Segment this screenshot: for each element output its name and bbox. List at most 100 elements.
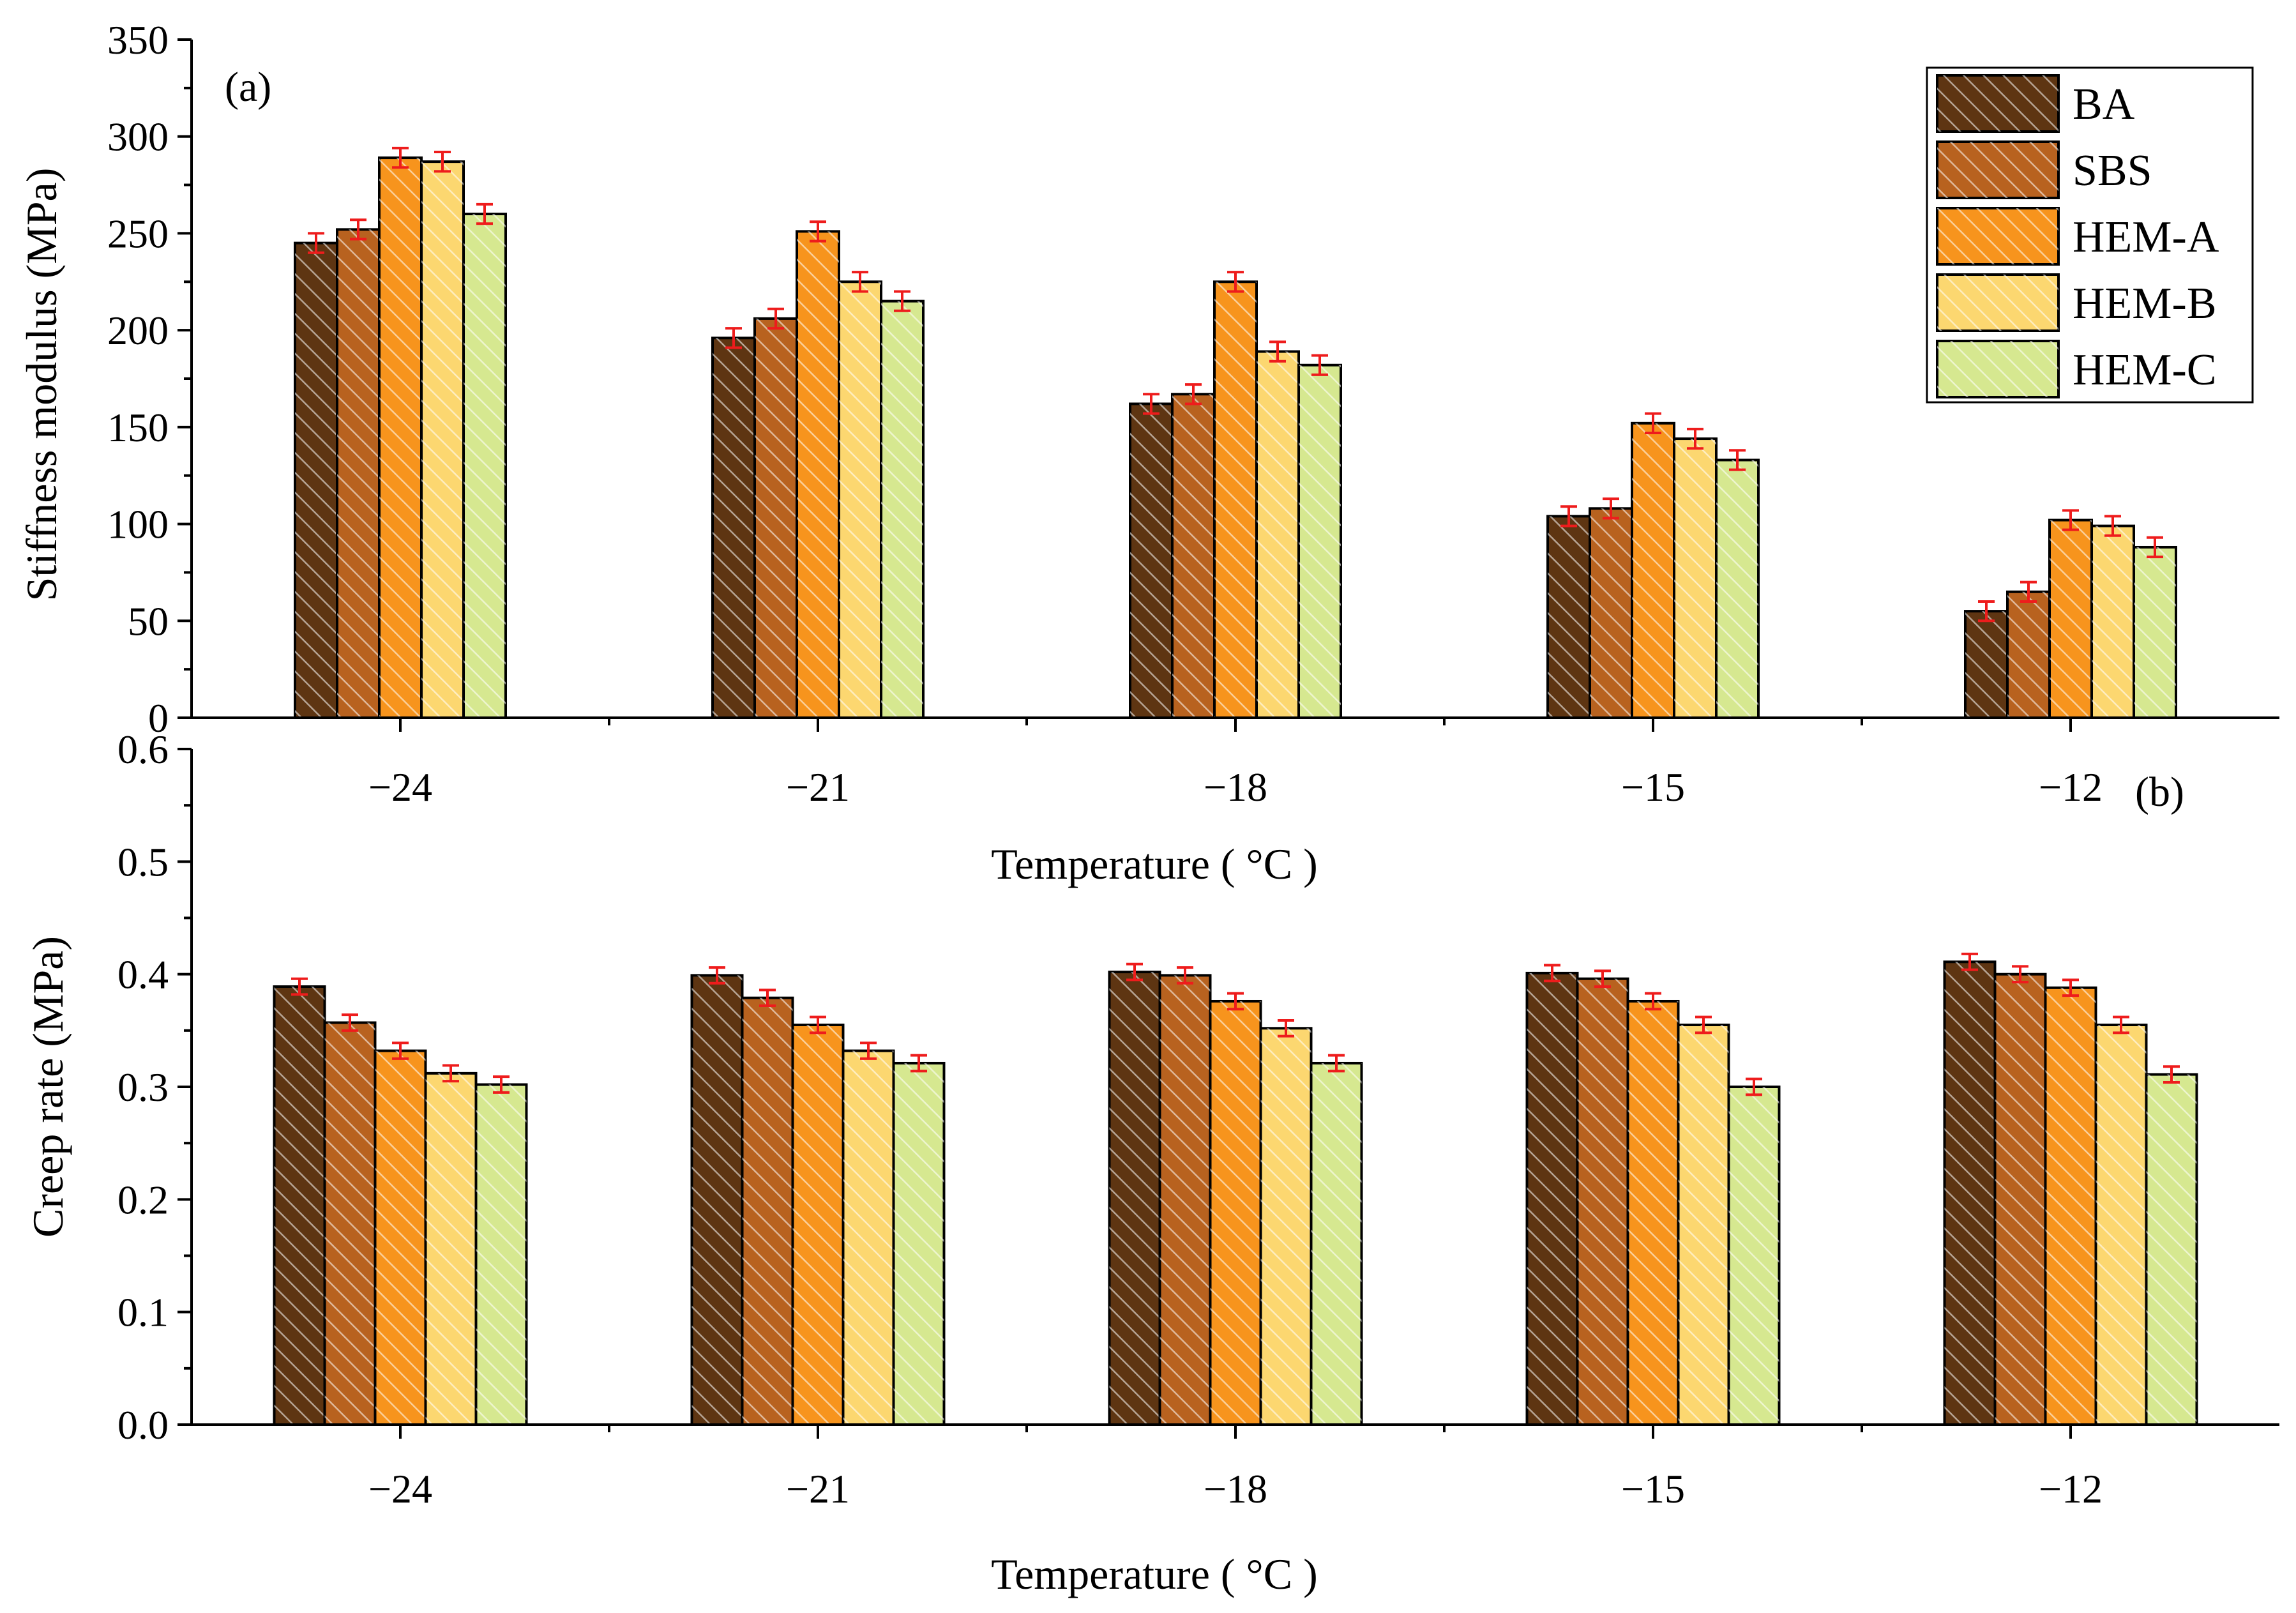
- y-tick-label: 100: [107, 502, 169, 547]
- errorbar-HEM-A-4: [2062, 978, 2079, 997]
- panel-a-bars: [294, 156, 2177, 720]
- bar-hatch: [1527, 973, 1578, 1425]
- legend-swatch-hatch: [1937, 142, 2058, 198]
- panel-b-x-axis-title: Temperature ( °C ): [991, 1550, 1317, 1598]
- bar-hatch: [1159, 975, 1211, 1425]
- errorbar-HEM-B-1: [860, 1041, 877, 1060]
- bar-HEM-C-0: [474, 1083, 528, 1427]
- bar-hatch: [1590, 508, 1632, 718]
- x-tick-label: −12: [2039, 764, 2103, 810]
- bar-SBS-4: [1993, 973, 2047, 1426]
- bar-HEM-A-0: [374, 1049, 427, 1427]
- legend-item-HEM-C: HEM-C: [1936, 340, 2217, 398]
- bar-hatch: [337, 229, 379, 718]
- bar-BA-3: [1525, 971, 1579, 1426]
- legend-label: HEM-B: [2073, 279, 2217, 328]
- errorbar-HEM-C-3: [1746, 1077, 1762, 1096]
- errorbar-HEM-C-1: [910, 1054, 927, 1073]
- bar-HEM-B-2: [1259, 1027, 1313, 1426]
- y-tick-label: 0.5: [117, 839, 169, 884]
- bar-hatch: [1632, 423, 1674, 718]
- panel-b-label: (b): [2135, 769, 2184, 815]
- y-tick-label: 200: [107, 308, 169, 353]
- bar-HEM-B-0: [424, 1072, 478, 1426]
- bar-BA-2: [1108, 971, 1161, 1426]
- bar-hatch: [2045, 987, 2096, 1425]
- bar-HEM-B-3: [1677, 1024, 1730, 1427]
- bar-HEM-A-3: [1626, 999, 1680, 1426]
- errorbar-HEM-B-4: [2104, 515, 2121, 537]
- errorbar-BA-4: [1978, 600, 1995, 623]
- panel-a-yticks: 0 50 100 150 200 250 300 350: [107, 17, 192, 741]
- bar-SBS-3: [1589, 507, 1633, 719]
- errorbar-HEM-A-1: [810, 220, 826, 243]
- errorbar-BA-3: [1560, 505, 1577, 527]
- bar-hatch: [839, 282, 881, 718]
- bar-HEM-C-3: [1727, 1086, 1781, 1426]
- bar-HEM-C-4: [2145, 1073, 2198, 1427]
- legend-swatch-hatch: [1937, 275, 2058, 331]
- bar-SBS-0: [323, 1021, 377, 1426]
- x-tick-label: −24: [368, 1466, 432, 1511]
- legend-item-BA: BA: [1936, 74, 2135, 133]
- errorbar-BA-0: [291, 977, 308, 996]
- y-tick-label: 250: [107, 211, 169, 256]
- y-tick-label: 350: [107, 17, 169, 63]
- panel-b-xticks: −24 −21 −18 −15 −12: [368, 1425, 2103, 1511]
- bar-HEM-B-0: [420, 160, 465, 720]
- bar-HEM-A-2: [1209, 999, 1262, 1426]
- bar-SBS-3: [1576, 977, 1629, 1426]
- bar-hatch: [2007, 591, 2050, 718]
- panel-a: 0 50 100 150 200 250 300 350 −24 −21 −18 −15 −12 (a…: [17, 17, 2279, 888]
- errorbar-HEM-A-1: [810, 1015, 826, 1034]
- bar-HEM-C-1: [892, 1061, 946, 1426]
- errorbar-BA-0: [308, 232, 324, 254]
- bar-HEM-C-3: [1715, 458, 1760, 719]
- bar-HEM-B-4: [2094, 1024, 2148, 1427]
- bar-hatch: [375, 1050, 426, 1425]
- bar-BA-2: [1129, 402, 1174, 720]
- bar-hatch: [1548, 516, 1590, 718]
- bar-hatch: [274, 987, 325, 1425]
- errorbar-HEM-C-2: [1328, 1054, 1345, 1073]
- errorbar-SBS-4: [2020, 580, 2037, 603]
- bar-hatch: [1628, 1001, 1679, 1425]
- errorbar-SBS-0: [350, 218, 366, 241]
- panel-b-errorbars: [291, 952, 2180, 1096]
- x-tick-label: −18: [1204, 1466, 1267, 1511]
- errorbar-SBS-1: [767, 307, 784, 330]
- bar-hatch: [713, 338, 755, 718]
- errorbar-SBS-2: [1177, 966, 1193, 985]
- x-tick-label: −15: [1621, 764, 1685, 810]
- errorbar-HEM-B-2: [1269, 340, 1286, 363]
- bar-HEM-B-1: [842, 1049, 895, 1427]
- panel-a-xticks: −24 −21 −18 −15 −12: [368, 718, 2103, 810]
- bar-BA-3: [1546, 515, 1591, 719]
- errorbar-SBS-0: [342, 1013, 358, 1032]
- errorbar-HEM-C-0: [493, 1075, 510, 1094]
- legend-item-SBS: SBS: [1936, 140, 2152, 199]
- legend-item-HEM-B: HEM-B: [1936, 273, 2217, 332]
- y-tick-label: 0.0: [117, 1402, 169, 1448]
- bar-hatch: [1214, 282, 1257, 718]
- legend-swatch-hatch: [1937, 75, 2058, 132]
- panel-b-bars: [273, 960, 2198, 1427]
- legend-label: HEM-A: [2073, 213, 2219, 262]
- bar-BA-0: [273, 985, 326, 1426]
- bar-HEM-C-4: [2133, 545, 2177, 719]
- bar-hatch: [881, 301, 923, 718]
- errorbar-BA-1: [725, 327, 742, 349]
- x-tick-label: −18: [1204, 764, 1267, 810]
- errorbar-HEM-C-4: [2147, 536, 2163, 559]
- bar-hatch: [1678, 1025, 1729, 1425]
- bar-hatch: [421, 162, 464, 718]
- errorbar-HEM-C-1: [894, 290, 910, 312]
- bar-SBS-1: [741, 996, 794, 1426]
- panel-a-label: (a): [225, 64, 271, 110]
- bar-hatch: [295, 243, 337, 718]
- errorbar-BA-2: [1126, 962, 1143, 981]
- bar-hatch: [1257, 351, 1299, 718]
- bar-hatch: [1210, 1001, 1261, 1425]
- errorbar-HEM-A-3: [1645, 992, 1661, 1011]
- panel-b-yticks: 0.0 0.1 0.2 0.3 0.4 0.5 0.6: [117, 727, 192, 1448]
